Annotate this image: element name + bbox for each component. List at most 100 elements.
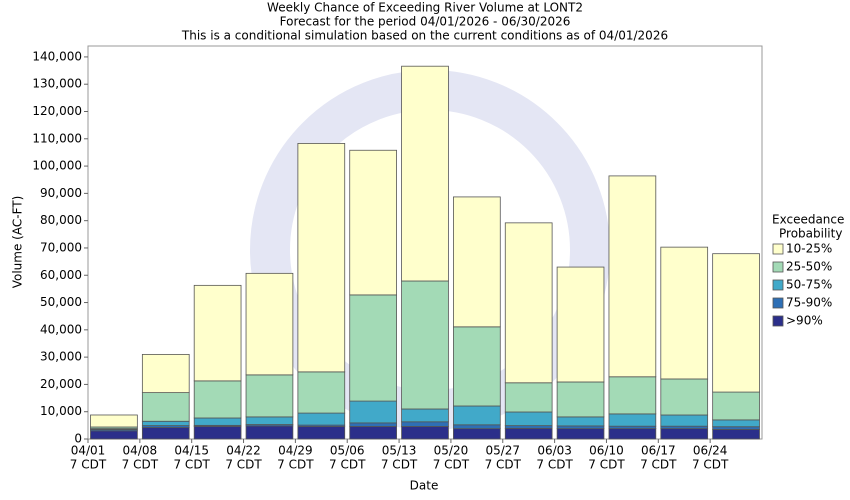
bar-segment bbox=[193, 284, 242, 382]
x-tick-sublabel: 7 CDT bbox=[173, 458, 210, 472]
y-tick-label: 0 bbox=[74, 432, 82, 446]
legend-label: 75-90% bbox=[786, 296, 832, 310]
chart-subtitle: This is a conditional simulation based o… bbox=[181, 29, 668, 43]
x-tick-sublabel: 7 CDT bbox=[329, 458, 366, 472]
y-tick-label: 20,000 bbox=[40, 377, 82, 391]
bar-segment bbox=[556, 266, 605, 383]
bar-segment bbox=[401, 65, 449, 282]
chart-subtitle: Forecast for the period 04/01/2026 - 06/… bbox=[280, 15, 571, 29]
bar-segment bbox=[453, 326, 501, 407]
bar-segment bbox=[608, 428, 657, 440]
y-tick-label: 140,000 bbox=[32, 49, 82, 63]
bar-segment bbox=[141, 353, 190, 394]
y-tick-label: 130,000 bbox=[32, 77, 82, 91]
y-tick-label: 60,000 bbox=[40, 268, 82, 282]
y-tick-label: 120,000 bbox=[32, 104, 82, 118]
legend-label: 10-25% bbox=[786, 242, 832, 256]
x-tick-sublabel: 7 CDT bbox=[381, 458, 418, 472]
x-tick-label: 06/10 bbox=[589, 444, 624, 458]
x-tick-sublabel: 7 CDT bbox=[640, 458, 677, 472]
x-tick-label: 05/06 bbox=[330, 444, 365, 458]
legend-label: 50-75% bbox=[786, 278, 832, 292]
bar-segment bbox=[504, 411, 553, 427]
bar-segment bbox=[608, 376, 657, 415]
bar-segment bbox=[401, 421, 449, 427]
bar-segment bbox=[349, 422, 397, 427]
bar-segment bbox=[504, 425, 553, 429]
y-tick-label: 10,000 bbox=[40, 404, 82, 418]
legend-swatch bbox=[772, 297, 784, 309]
x-tick-label: 04/29 bbox=[278, 444, 313, 458]
y-tick-label: 90,000 bbox=[40, 186, 82, 200]
bar-segment bbox=[90, 430, 138, 440]
x-tick-label: 05/27 bbox=[485, 444, 520, 458]
y-tick-label: 80,000 bbox=[40, 213, 82, 227]
x-tick-sublabel: 7 CDT bbox=[536, 458, 573, 472]
bar-segment bbox=[453, 196, 501, 328]
bar-segment bbox=[141, 427, 190, 440]
bar-segment bbox=[608, 175, 657, 378]
x-tick-label: 04/08 bbox=[123, 444, 158, 458]
y-tick-label: 100,000 bbox=[32, 159, 82, 173]
bar-segment bbox=[401, 408, 449, 423]
bar-segment bbox=[556, 425, 605, 430]
x-tick-sublabel: 7 CDT bbox=[122, 458, 159, 472]
x-tick-label: 04/01 bbox=[71, 444, 106, 458]
bar-segment bbox=[349, 294, 397, 402]
bar-segment bbox=[556, 428, 605, 440]
x-tick-label: 04/15 bbox=[174, 444, 209, 458]
bar-segment bbox=[193, 380, 242, 419]
legend-swatch bbox=[772, 261, 784, 273]
bar-segment bbox=[349, 426, 397, 440]
bar-segment bbox=[556, 416, 605, 427]
bar-segment bbox=[141, 420, 190, 427]
bar-segment bbox=[401, 280, 449, 410]
bar-segment bbox=[556, 381, 605, 418]
y-tick-label: 30,000 bbox=[40, 350, 82, 364]
bar-segment bbox=[712, 426, 760, 430]
x-tick-sublabel: 7 CDT bbox=[485, 458, 522, 472]
legend-title: Exceedance bbox=[772, 213, 844, 227]
x-tick-sublabel: 7 CDT bbox=[692, 458, 729, 472]
x-tick-label: 05/20 bbox=[434, 444, 469, 458]
bar-segment bbox=[504, 222, 553, 384]
x-tick-sublabel: 7 CDT bbox=[433, 458, 470, 472]
bar-segment bbox=[453, 424, 501, 430]
legend-title: Probability bbox=[779, 227, 842, 241]
bar-segment bbox=[245, 374, 294, 418]
bar-segment bbox=[712, 253, 760, 393]
bar-segment bbox=[712, 429, 760, 440]
bar-segment bbox=[245, 272, 294, 376]
legend-label: >90% bbox=[786, 314, 823, 328]
bar-segment bbox=[297, 426, 346, 440]
x-tick-label: 04/22 bbox=[226, 444, 261, 458]
bar-segment bbox=[349, 149, 397, 296]
x-tick-label: 06/17 bbox=[641, 444, 676, 458]
bar-segment bbox=[245, 416, 294, 425]
x-tick-sublabel: 7 CDT bbox=[277, 458, 314, 472]
bar-segment bbox=[660, 414, 709, 427]
legend-swatch bbox=[772, 315, 784, 327]
bar-segment bbox=[660, 428, 709, 440]
bar-segment bbox=[453, 428, 501, 440]
bar-segment bbox=[504, 427, 553, 440]
bar-segment bbox=[349, 400, 397, 424]
bar-segment bbox=[504, 382, 553, 413]
bar-segment bbox=[608, 413, 657, 427]
bar-segment bbox=[141, 392, 190, 422]
x-tick-label: 06/24 bbox=[693, 444, 728, 458]
legend-swatch bbox=[772, 243, 784, 255]
bar-segment bbox=[245, 425, 294, 440]
bar-segment bbox=[712, 391, 760, 421]
bar-segment bbox=[660, 246, 709, 380]
y-axis-label: Volume (AC-FT) bbox=[11, 196, 25, 289]
bar-segment bbox=[297, 371, 346, 414]
x-tick-sublabel: 7 CDT bbox=[70, 458, 107, 472]
chart-title: Weekly Chance of Exceeding River Volume … bbox=[267, 1, 583, 15]
bar-segment bbox=[401, 426, 449, 440]
x-tick-sublabel: 7 CDT bbox=[225, 458, 262, 472]
bar-segment bbox=[297, 412, 346, 426]
legend-swatch bbox=[772, 279, 784, 291]
bar-segment bbox=[193, 417, 242, 426]
